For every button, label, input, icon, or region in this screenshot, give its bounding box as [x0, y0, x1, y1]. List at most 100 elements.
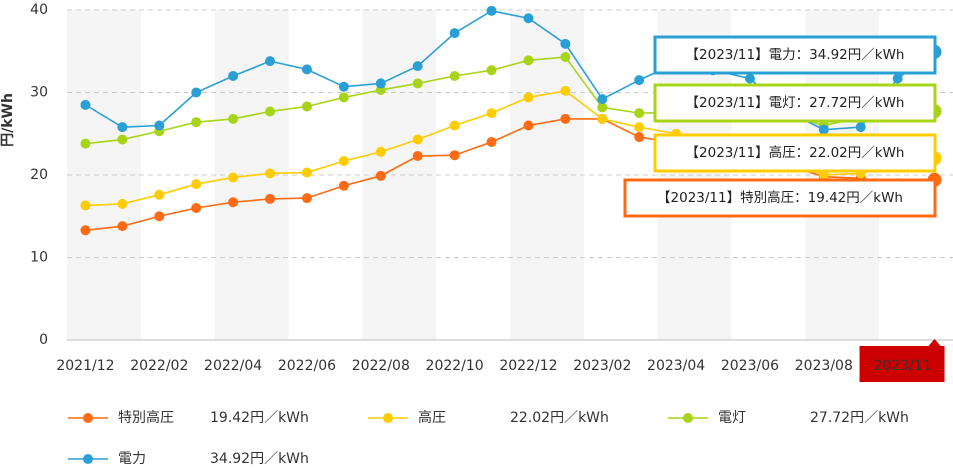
data-point [154, 120, 165, 131]
selected-label-bg [859, 346, 945, 382]
x-tick-label: 2023/11 [873, 358, 931, 374]
data-point [412, 78, 423, 89]
x-tick-label: 2023/02 [573, 358, 631, 374]
tooltip-box [653, 35, 937, 75]
data-point [117, 122, 128, 133]
y-axis-label: 円/kWh [0, 93, 16, 147]
data-point [80, 138, 91, 149]
data-point [228, 197, 239, 208]
data-point [301, 101, 312, 112]
data-point [486, 5, 497, 16]
x-tick-label: 2023/04 [647, 358, 705, 374]
tooltip-text: 【2023/11】高圧：22.02円／kWh [686, 144, 905, 161]
data-point [80, 225, 91, 236]
data-point [634, 75, 645, 86]
data-point [744, 73, 755, 84]
data-point [191, 87, 202, 98]
data-point [523, 13, 534, 24]
data-point [597, 102, 608, 113]
data-point [449, 120, 460, 131]
data-point [486, 65, 497, 76]
x-tick-label: 2021/12 [56, 358, 114, 374]
x-tick-label: 2022/08 [352, 358, 410, 374]
data-point [265, 193, 276, 204]
data-point [228, 113, 239, 124]
data-point [265, 56, 276, 67]
data-point [154, 211, 165, 222]
x-tick-label: 2022/06 [278, 358, 336, 374]
legend-marker [83, 413, 93, 423]
y-tick-label: 10 [30, 250, 48, 266]
data-point [228, 172, 239, 183]
data-point [154, 189, 165, 200]
x-tick-label: 2023/06 [721, 358, 779, 374]
data-point [191, 179, 202, 190]
x-tick-label: 2022/04 [204, 358, 262, 374]
data-point [634, 108, 645, 119]
legend-marker [683, 413, 693, 423]
tooltip-text: 【2023/11】電力：34.92円／kWh [686, 47, 905, 63]
data-point [412, 61, 423, 72]
legend-marker [383, 413, 393, 423]
data-point [338, 180, 349, 191]
data-point [486, 108, 497, 119]
y-tick-label: 40 [30, 2, 48, 18]
data-point [818, 124, 829, 135]
y-tick-label: 30 [30, 85, 48, 101]
tooltip-text: 【2023/11】特別高圧：19.42円／kWh [657, 189, 903, 206]
legend-value: 19.42円／kWh [210, 410, 309, 426]
data-point [523, 92, 534, 103]
data-point [80, 99, 91, 110]
legend-name: 特別高圧 [118, 409, 174, 426]
data-point [597, 113, 608, 124]
data-point [117, 134, 128, 145]
tooltip-box [653, 133, 937, 173]
data-point [265, 106, 276, 117]
data-point [301, 64, 312, 75]
x-tick-label: 2023/08 [795, 358, 853, 374]
data-point [855, 122, 866, 133]
data-point [486, 137, 497, 147]
data-point [449, 71, 460, 81]
data-point [301, 193, 312, 204]
data-point [338, 81, 349, 92]
data-point [597, 94, 608, 105]
legend-value: 22.02円／kWh [510, 410, 609, 426]
tooltip-box [653, 83, 937, 123]
data-point [634, 122, 645, 133]
tooltip-box [623, 178, 937, 218]
x-tick-label: 2022/10 [426, 358, 484, 374]
selected-pointer [928, 339, 941, 346]
tooltip-text: 【2023/11】電灯：27.72円／kWh [686, 95, 905, 111]
y-tick-label: 0 [39, 332, 48, 348]
data-point [301, 167, 312, 178]
data-point [523, 120, 534, 131]
legend-name: 電灯 [718, 410, 746, 426]
data-point [560, 113, 571, 124]
data-point [375, 170, 386, 181]
data-point [117, 221, 128, 232]
data-point [375, 78, 386, 89]
data-point [375, 146, 386, 157]
data-point [265, 168, 276, 179]
data-point [338, 92, 349, 103]
x-tick-label: 2022/12 [499, 358, 557, 374]
legend-value: 27.72円／kWh [810, 410, 909, 426]
data-point [228, 71, 239, 81]
data-point [191, 203, 202, 213]
legend-name: 電力 [118, 451, 146, 467]
data-point [412, 134, 423, 145]
data-point [80, 200, 91, 211]
data-point [449, 28, 460, 39]
data-point [560, 38, 571, 49]
y-tick-label: 20 [30, 167, 48, 183]
legend-name: 高圧 [418, 409, 446, 426]
data-point [523, 55, 534, 66]
x-tick-label: 2022/02 [130, 358, 188, 374]
data-point [338, 155, 349, 166]
data-point [892, 73, 903, 84]
legend-value: 34.92円／kWh [210, 451, 309, 467]
data-point [560, 85, 571, 96]
data-point [634, 132, 645, 143]
